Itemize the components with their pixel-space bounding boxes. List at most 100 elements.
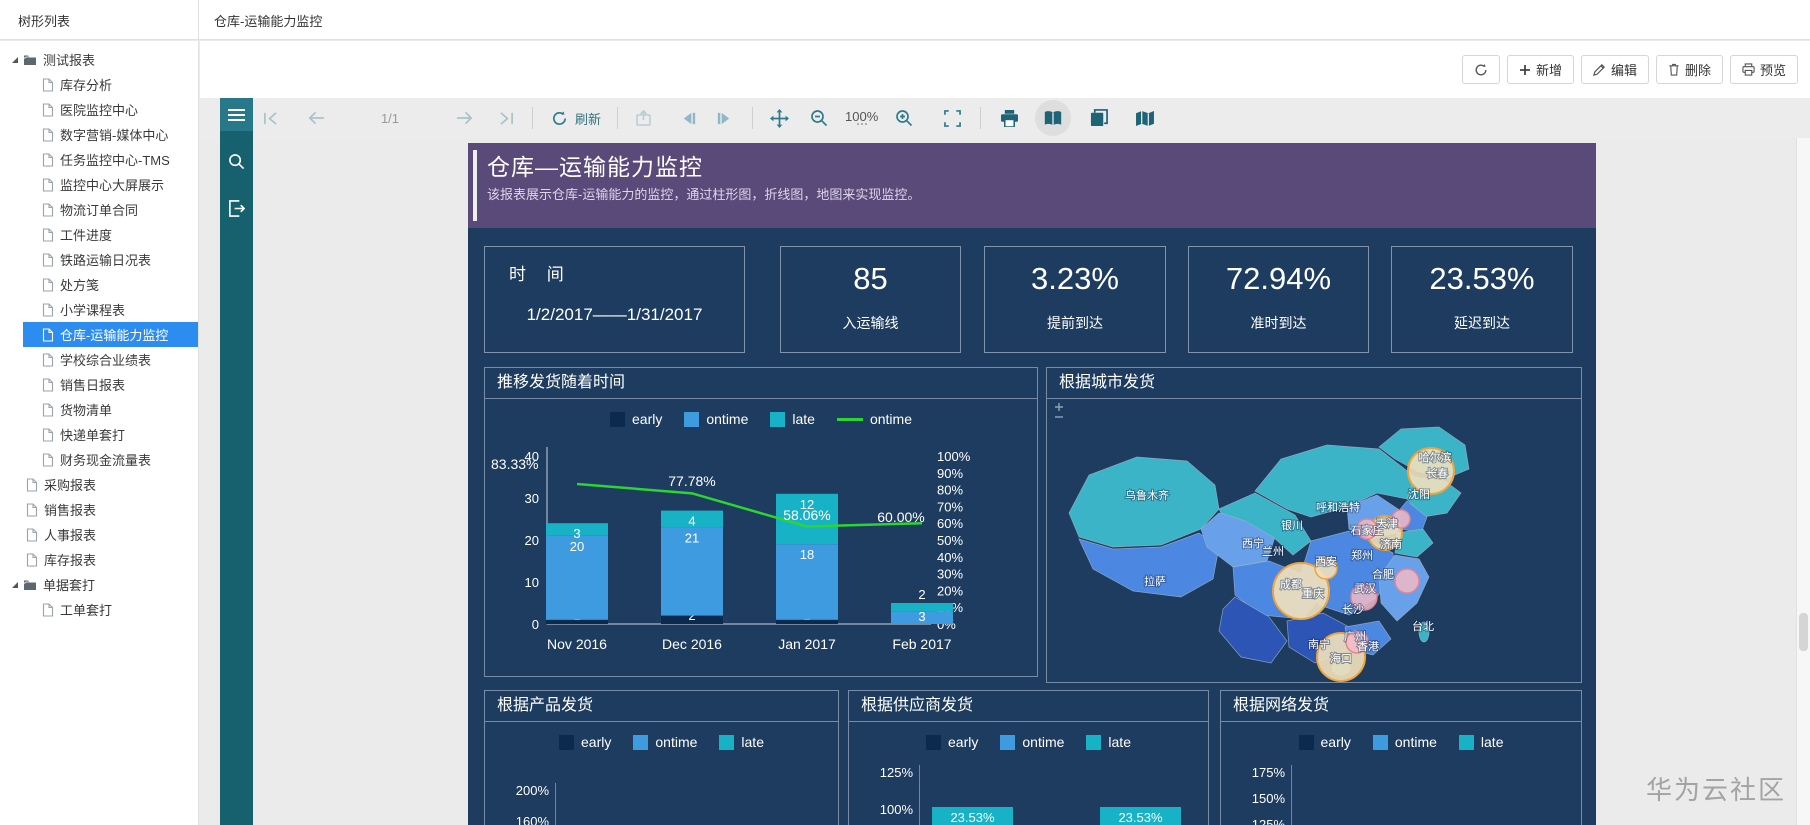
pan-tool-icon[interactable] (767, 106, 791, 130)
sidebar-item-工单套打[interactable]: 工单套打 (0, 597, 198, 622)
legend-late[interactable]: late (770, 411, 815, 427)
legend-ontime[interactable]: ontime (684, 411, 748, 427)
sidebar-item-单据套打[interactable]: 单据套打 (0, 572, 198, 597)
search-icon[interactable] (220, 145, 253, 178)
sidebar-item-财务现金流量表[interactable]: 财务现金流量表 (0, 447, 198, 472)
map-city-长春[interactable]: 长春 (1425, 466, 1449, 481)
legend-late[interactable]: late (1086, 734, 1131, 750)
map-city-成都[interactable]: 成都 (1279, 577, 1303, 592)
edit-button[interactable]: 编辑 (1580, 55, 1649, 84)
sidebar-item-学校综合业绩表[interactable]: 学校综合业绩表 (0, 347, 198, 372)
map-city-兰州[interactable]: 兰州 (1261, 544, 1285, 559)
sidebar-item-处方笺[interactable]: 处方笺 (0, 272, 198, 297)
zoom-out-icon[interactable] (807, 106, 831, 130)
legend-late[interactable]: late (719, 734, 764, 750)
scrollbar-thumb[interactable] (1799, 613, 1808, 651)
hamburger-menu-icon[interactable] (220, 98, 253, 131)
sidebar-item-快递单套打[interactable]: 快递单套打 (0, 422, 198, 447)
map-city-石家庄[interactable]: 石家庄 (1350, 522, 1385, 538)
last-page-icon[interactable] (494, 106, 518, 130)
add-button[interactable]: 新增 (1506, 55, 1574, 84)
bar-segment[interactable]: 23.53% (1100, 807, 1181, 825)
map-city-广州[interactable]: 广州 (1343, 629, 1367, 644)
first-page-icon[interactable] (258, 106, 282, 130)
document-tab[interactable]: 仓库-运输能力监控 (214, 0, 322, 40)
map-city-香港[interactable]: 香港 (1356, 639, 1380, 654)
sidebar-item-库存分析[interactable]: 库存分析 (0, 72, 198, 97)
sidebar-item-采购报表[interactable]: 采购报表 (0, 472, 198, 497)
sidebar-item-工件进度[interactable]: 工件进度 (0, 222, 198, 247)
map-city-西宁[interactable]: 西宁 (1241, 535, 1265, 551)
legend-line-ontime[interactable]: ontime (836, 411, 912, 427)
legend-early[interactable]: early (1298, 734, 1351, 750)
legend-ontime[interactable]: ontime (633, 734, 697, 750)
next-step-icon[interactable] (712, 106, 736, 130)
tree-item-label: 学校综合业绩表 (60, 353, 152, 368)
map-city-天津[interactable]: 天津 (1375, 516, 1399, 531)
map-city-哈尔滨[interactable]: 哈尔滨 (1418, 449, 1453, 465)
svg-text:10: 10 (525, 575, 539, 590)
fullscreen-icon[interactable] (940, 106, 964, 130)
sidebar-item-小学课程表[interactable]: 小学课程表 (0, 297, 198, 322)
zoom-level[interactable]: 100% (845, 109, 879, 125)
sidebar-item-销售日报表[interactable]: 销售日报表 (0, 372, 198, 397)
exit-icon[interactable] (220, 192, 253, 225)
tree-expand-caret[interactable] (12, 581, 18, 588)
legend-ontime[interactable]: ontime (1000, 734, 1064, 750)
sidebar-item-货物清单[interactable]: 货物清单 (0, 397, 198, 422)
legend-early[interactable]: early (610, 411, 662, 427)
map-bubbles[interactable] (1272, 447, 1455, 682)
previous-step-icon[interactable] (676, 106, 700, 130)
legend-early[interactable]: early (926, 734, 978, 750)
refresh-report-icon[interactable] (547, 106, 571, 130)
map-city-合肥[interactable]: 合肥 (1371, 566, 1395, 582)
map-city-台北[interactable]: 台北 (1411, 618, 1435, 634)
map-city-郑州[interactable]: 郑州 (1350, 547, 1374, 563)
preview-button[interactable]: 预览 (1729, 55, 1798, 84)
map-city-呼和浩特[interactable]: 呼和浩特 (1315, 499, 1361, 515)
map-city-银川[interactable]: 银川 (1280, 517, 1304, 533)
map-city-济南[interactable]: 济南 (1379, 536, 1403, 552)
delete-button[interactable]: 删除 (1655, 55, 1723, 84)
file-icon (42, 327, 54, 342)
refresh-label[interactable]: 刷新 (575, 111, 602, 127)
sidebar-item-任务监控中心-TMS[interactable]: 任务监控中心-TMS (0, 147, 198, 172)
sidebar-item-监控中心大屏展示[interactable]: 监控中心大屏展示 (0, 172, 198, 197)
export-icon[interactable] (632, 106, 656, 130)
print-icon[interactable] (997, 106, 1021, 130)
next-page-icon[interactable] (452, 106, 476, 130)
legend-early[interactable]: early (559, 734, 611, 750)
sidebar-item-人事报表[interactable]: 人事报表 (0, 522, 198, 547)
map-city-沈阳[interactable]: 沈阳 (1407, 486, 1431, 502)
map-view-icon[interactable] (1133, 106, 1157, 130)
legend-late[interactable]: late (1458, 734, 1503, 750)
legend-ontime[interactable]: ontime (1372, 734, 1437, 750)
vertical-scrollbar[interactable] (1796, 138, 1810, 825)
previous-page-icon[interactable] (304, 106, 328, 130)
sidebar-item-数字营销-媒体中心[interactable]: 数字营销-媒体中心 (0, 122, 198, 147)
map-zoom-control[interactable] (1055, 403, 1063, 418)
refresh-button[interactable] (1461, 55, 1500, 84)
sidebar-item-库存报表[interactable]: 库存报表 (0, 547, 198, 572)
map-city-武汉[interactable]: 武汉 (1353, 581, 1377, 596)
sidebar-item-销售报表[interactable]: 销售报表 (0, 497, 198, 522)
book-view-icon[interactable] (1035, 100, 1072, 136)
zoom-in-icon[interactable] (892, 106, 916, 130)
sidebar-item-物流订单合同[interactable]: 物流订单合同 (0, 197, 198, 222)
map-city-海口[interactable]: 海口 (1329, 650, 1353, 666)
map-city-南宁[interactable]: 南宁 (1307, 636, 1331, 652)
map-city-西安[interactable]: 西安 (1314, 553, 1338, 569)
sidebar-item-仓库-运输能力监控[interactable]: 仓库-运输能力监控 (23, 322, 198, 347)
layers-icon[interactable] (1087, 106, 1111, 130)
sidebar-item-测试报表[interactable]: 测试报表 (0, 47, 198, 72)
map-city-长沙[interactable]: 长沙 (1341, 602, 1365, 617)
bar-segment[interactable]: 23.53% (932, 807, 1013, 825)
sidebar-item-医院监控中心[interactable]: 医院监控中心 (0, 97, 198, 122)
map-city-重庆[interactable]: 重庆 (1301, 585, 1325, 601)
map-city-乌鲁木齐[interactable]: 乌鲁木齐 (1124, 487, 1170, 503)
stacked-bar-line-chart[interactable]: 403020100100%90%80%70%60%50%40%30%20%10%… (485, 399, 1037, 683)
tree-expand-caret[interactable] (12, 56, 18, 63)
sidebar-item-铁路运输日况表[interactable]: 铁路运输日况表 (0, 247, 198, 272)
map-city-拉萨[interactable]: 拉萨 (1143, 573, 1167, 589)
